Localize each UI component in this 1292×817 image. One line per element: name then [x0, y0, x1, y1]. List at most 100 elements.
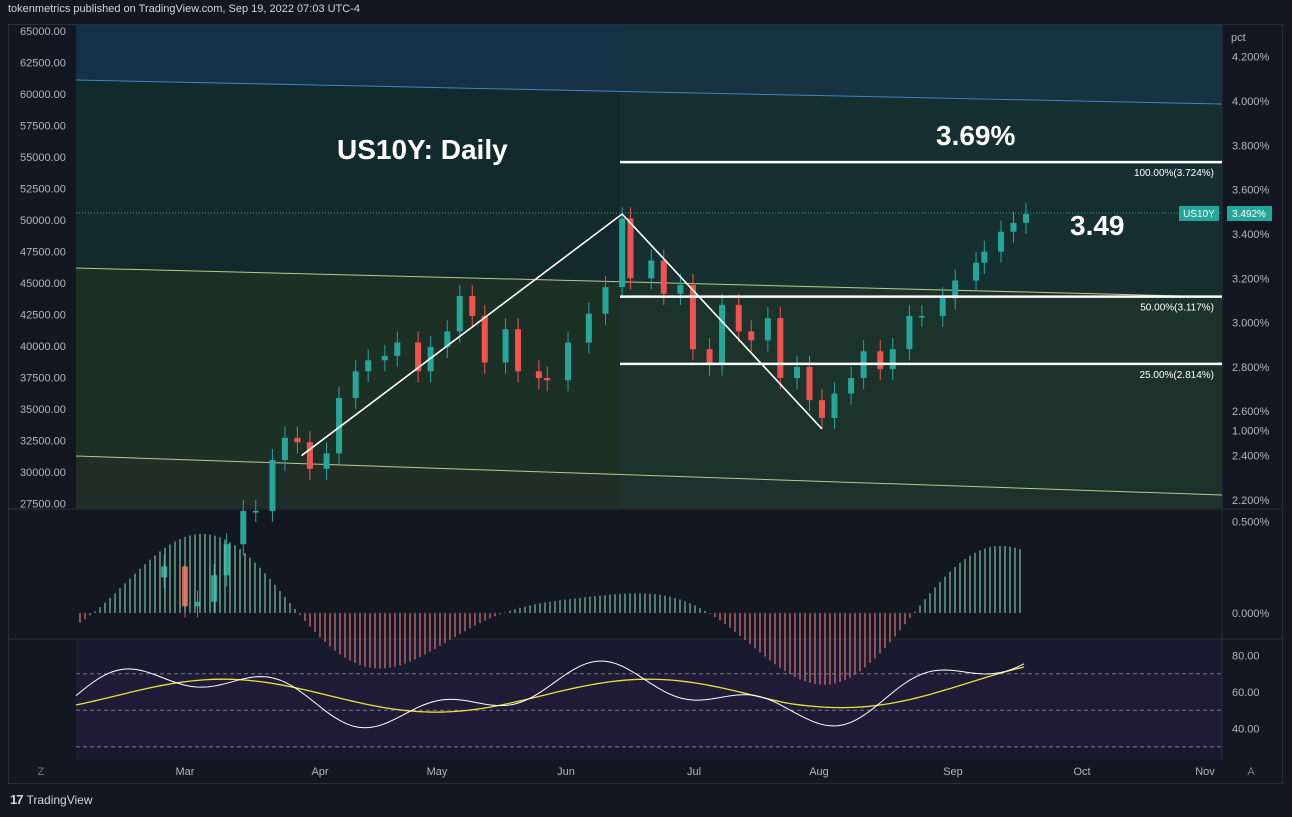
x-axis-tick: Jul — [687, 766, 701, 778]
candle — [565, 342, 572, 381]
x-axis-tick: Sep — [943, 766, 963, 778]
left-axis-tick: 30000.00 — [20, 467, 66, 479]
candle — [194, 601, 201, 607]
left-axis-tick: 52500.00 — [20, 184, 66, 196]
channel-upper-line — [75, 79, 1223, 105]
publish-header: tokenmetrics published on TradingView.co… — [8, 3, 360, 15]
candle — [294, 437, 301, 443]
candle — [818, 400, 825, 418]
candle — [619, 218, 626, 288]
candle — [456, 296, 463, 332]
right-axis-tick: 4.000% — [1232, 96, 1270, 108]
candle — [764, 318, 771, 341]
candle — [394, 342, 401, 356]
candle — [415, 342, 422, 372]
right-axis-tick: 3.000% — [1232, 318, 1270, 330]
candle — [939, 298, 946, 316]
candle — [677, 284, 684, 294]
right-axis-tick: 3.400% — [1232, 229, 1270, 241]
fib-level-label: 100.00%(3.724%) — [1134, 168, 1214, 179]
rsi-line — [75, 660, 1025, 729]
annotation-target: 3.69% — [936, 120, 1015, 151]
candle — [748, 331, 755, 341]
right-axis-tick: 3.800% — [1232, 140, 1270, 152]
candle — [794, 366, 800, 378]
candle — [973, 262, 980, 281]
candle — [161, 566, 168, 578]
macd-axis-tick: 0.000% — [1232, 608, 1270, 620]
channel-top-zone — [76, 25, 1222, 103]
candle — [981, 251, 988, 263]
x-axis-tick: Aug — [809, 766, 829, 778]
right-axis-unit: pct — [1231, 32, 1246, 44]
price-tag-bg — [1227, 206, 1272, 221]
macd-axis-tick: 1.000% — [1232, 425, 1270, 437]
candle — [481, 315, 488, 363]
left-axis-tick: 65000.00 — [20, 26, 66, 38]
chart-frame — [8, 24, 1283, 784]
channel-lower-line — [75, 455, 1223, 496]
candle — [889, 349, 896, 370]
candle — [352, 371, 359, 398]
trend-zigzag — [301, 212, 823, 457]
candle — [831, 393, 838, 418]
candle — [544, 378, 551, 381]
rsi-axis-tick: 40.00 — [1232, 724, 1260, 736]
right-axis-tick: 2.400% — [1232, 451, 1270, 463]
channel-low-zone — [76, 456, 1222, 508]
left-axis-tick: 57500.00 — [20, 121, 66, 133]
candle — [1010, 222, 1017, 232]
x-axis-tick: Nov — [1195, 766, 1215, 778]
candle — [381, 355, 388, 361]
right-axis-tick: 2.600% — [1232, 406, 1270, 418]
left-axis-tick: 60000.00 — [20, 89, 66, 101]
candle — [515, 329, 522, 372]
candle — [535, 371, 542, 378]
rsi-ma-line — [75, 666, 1025, 713]
left-axis-tick: 47500.00 — [20, 247, 66, 259]
fib-zone — [620, 25, 1222, 508]
candle — [735, 304, 742, 332]
zoom-button: Z — [38, 766, 45, 778]
candle — [660, 260, 667, 294]
x-axis-tick: Oct — [1073, 766, 1090, 778]
candle — [952, 280, 959, 299]
price-tag-value: 3.492% — [1232, 209, 1266, 220]
symbol-tag-label: US10Y — [1183, 209, 1215, 220]
candle — [602, 287, 609, 314]
candle — [444, 331, 451, 347]
footer-brand: TradingView — [26, 792, 93, 807]
candle — [469, 296, 476, 316]
candle — [777, 318, 784, 378]
left-axis-tick: 37500.00 — [20, 373, 66, 385]
candle — [240, 510, 247, 545]
left-axis-tick: 55000.00 — [20, 152, 66, 164]
candle — [269, 459, 276, 511]
symbol-tag-bg — [1179, 206, 1219, 221]
rsi-axis-tick: 80.00 — [1232, 650, 1260, 662]
candle — [281, 437, 288, 460]
candle — [627, 218, 634, 279]
tradingview-logo-icon: 17 — [10, 792, 24, 807]
x-axis-tick: Apr — [311, 766, 328, 778]
candle — [906, 315, 913, 350]
candle — [223, 544, 230, 576]
x-axis-tick: May — [427, 766, 448, 778]
fib-level-label: 25.00%(2.814%) — [1140, 370, 1215, 381]
left-axis-tick: 27500.00 — [20, 499, 66, 511]
left-axis-tick: 62500.00 — [20, 58, 66, 70]
right-axis-tick: 2.200% — [1232, 495, 1270, 507]
annotation-current: 3.49 — [1070, 210, 1125, 241]
candle — [848, 378, 855, 394]
candle — [689, 284, 696, 350]
candle — [918, 315, 925, 318]
left-axis-tick: 32500.00 — [20, 436, 66, 448]
left-axis-tick: 45000.00 — [20, 278, 66, 290]
left-axis-tick: 50000.00 — [20, 215, 66, 227]
right-axis-tick: 3.200% — [1232, 273, 1270, 285]
candle — [306, 442, 313, 469]
channel-mid-zone — [76, 268, 1222, 495]
candle — [806, 366, 813, 401]
left-axis-tick: 42500.00 — [20, 310, 66, 322]
